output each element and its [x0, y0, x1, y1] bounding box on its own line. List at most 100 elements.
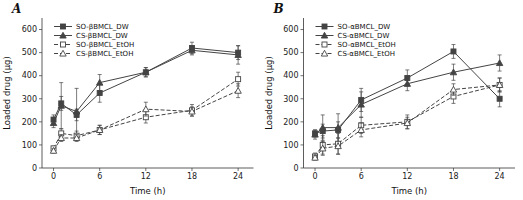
x-tick — [238, 168, 239, 171]
legend-marker — [61, 24, 66, 29]
panel-title: A — [11, 2, 21, 16]
error-bar-cap — [190, 45, 194, 46]
panel-title: B — [273, 2, 284, 16]
y-tick-label: 300 — [22, 95, 37, 104]
error-bar-cap — [359, 123, 363, 124]
marker — [497, 96, 502, 101]
error-bar-cap — [313, 139, 317, 140]
error-bar-cap — [75, 88, 79, 89]
error-bar-cap — [75, 131, 79, 132]
x-tick-label: 24 — [233, 172, 243, 181]
marker — [450, 86, 456, 92]
error-bar-cap — [359, 88, 363, 89]
y-tick-label: 500 — [22, 48, 37, 57]
page: {"chart_data": [ {"type": "line", "title… — [0, 0, 523, 200]
legend-label: SO-αBMCL_DW — [338, 23, 391, 31]
error-bar-cap — [451, 64, 455, 65]
x-tick — [361, 168, 362, 171]
x-tick — [315, 168, 316, 171]
y-axis-label: Loaded drug (μg) — [264, 56, 274, 130]
marker — [50, 147, 56, 153]
x-tick — [53, 168, 54, 171]
error-bar-cap — [59, 82, 63, 83]
y-axis-line — [303, 18, 304, 168]
marker — [497, 82, 502, 87]
error-bar-cap — [236, 97, 240, 98]
error-bar-cap — [359, 136, 363, 137]
error-bar-cap — [98, 90, 102, 91]
series-line — [54, 48, 239, 120]
error-bar-cap — [498, 91, 502, 92]
error-bar-cap — [190, 104, 194, 105]
x-tick-label: 18 — [448, 172, 458, 181]
marker — [320, 145, 326, 151]
error-bar-cap — [98, 134, 102, 135]
error-bar-cap — [236, 72, 240, 73]
error-bar-cap — [321, 141, 325, 142]
y-tick-label: 200 — [283, 118, 298, 127]
error-bar-cap — [498, 78, 502, 79]
error-bar-cap — [52, 114, 56, 115]
error-bar-cap — [321, 135, 325, 136]
error-bar-cap — [405, 117, 409, 118]
error-bar-cap — [498, 106, 502, 107]
error-bar-cap — [498, 54, 502, 55]
y-tick-label: 0 — [293, 164, 298, 173]
y-tick — [39, 98, 42, 99]
legend-marker — [321, 50, 327, 56]
marker — [97, 91, 102, 96]
y-tick — [301, 52, 304, 53]
error-bar-cap — [359, 117, 363, 118]
marker — [97, 127, 102, 132]
error-bar-cap — [190, 106, 194, 107]
error-bar-cap — [313, 153, 317, 154]
y-tick — [39, 29, 42, 30]
legend-marker — [61, 42, 66, 47]
x-tick — [99, 168, 100, 171]
error-bar-cap — [336, 154, 340, 155]
y-tick-label: 500 — [283, 48, 298, 57]
x-tick-label: 12 — [141, 172, 151, 181]
marker — [312, 131, 318, 137]
marker — [236, 77, 241, 82]
y-tick — [39, 144, 42, 145]
error-bar-cap — [451, 83, 455, 84]
legend-label: CS-αBMCL_EtOH — [338, 50, 396, 58]
error-bar-cap — [59, 141, 63, 142]
error-bar-cap — [236, 83, 240, 84]
error-bar-cap — [144, 76, 148, 77]
error-bar-cap — [451, 103, 455, 104]
marker — [358, 127, 364, 133]
marker — [96, 79, 102, 85]
x-axis-label: Time (h) — [390, 186, 427, 196]
y-tick-label: 100 — [283, 141, 298, 150]
marker — [143, 70, 148, 75]
series — [51, 42, 241, 124]
marker — [189, 47, 195, 53]
legend-label: SO-βBMCL_DW — [76, 23, 129, 31]
series-line — [315, 85, 500, 157]
x-tick-label: 24 — [495, 172, 505, 181]
marker — [143, 106, 149, 112]
y-tick — [301, 29, 304, 30]
error-bar-cap — [336, 133, 340, 134]
y-tick-label: 0 — [32, 164, 37, 173]
marker — [143, 69, 149, 75]
error-bar-cap — [321, 155, 325, 156]
error-bar-cap — [98, 125, 102, 126]
x-axis-label: Time (h) — [129, 186, 166, 196]
series — [313, 78, 503, 160]
legend-entry: CS-αBMCL_DW — [316, 32, 390, 40]
error-bar-cap — [190, 116, 194, 117]
legend-marker — [322, 42, 327, 47]
error-bar-cap — [359, 91, 363, 92]
x-tick — [499, 168, 500, 171]
error-bar-cap — [190, 54, 194, 55]
y-tick — [301, 98, 304, 99]
legend-entry: SO-βBMCL_EtOH — [54, 41, 134, 49]
error-bar-cap — [451, 44, 455, 45]
y-tick — [301, 75, 304, 76]
series-line — [54, 50, 239, 123]
legend: SO-βBMCL_DWCS-βBMCL_DWSO-βBMCL_EtOHCS-βB… — [54, 23, 134, 58]
marker — [320, 124, 326, 130]
